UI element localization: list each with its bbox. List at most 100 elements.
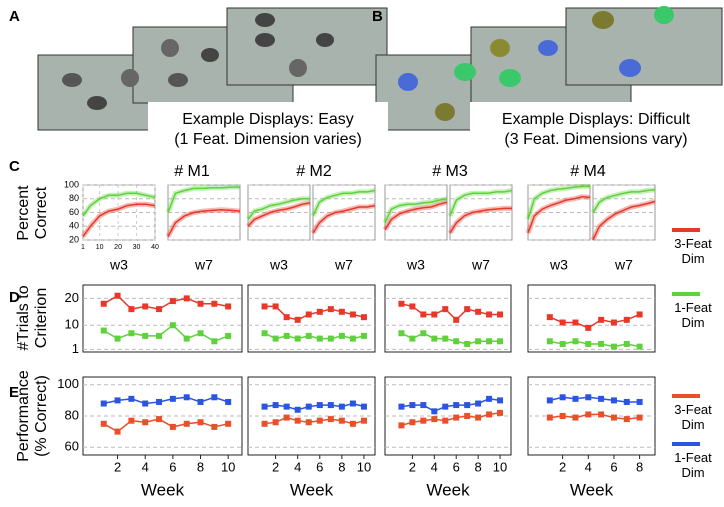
legend-label: 3-Feat Dim bbox=[674, 402, 712, 432]
caption-note: (3 Feat. Dimensions vary) bbox=[504, 131, 687, 148]
point bbox=[197, 330, 204, 337]
point bbox=[475, 400, 482, 407]
sub-label: w3 bbox=[549, 257, 568, 273]
monkey-title: # M2 bbox=[296, 163, 332, 180]
x-axis-label: Week bbox=[570, 480, 614, 499]
series-line bbox=[103, 294, 229, 310]
point bbox=[100, 327, 107, 334]
point bbox=[610, 397, 617, 404]
point bbox=[338, 417, 345, 424]
series-line bbox=[103, 324, 229, 343]
point bbox=[398, 403, 405, 410]
y-tick-label: 60 bbox=[65, 439, 79, 454]
point bbox=[142, 303, 149, 310]
sub-label: w3 bbox=[406, 257, 425, 273]
point bbox=[272, 303, 279, 310]
point bbox=[546, 338, 553, 345]
series-line bbox=[312, 189, 376, 217]
point bbox=[305, 403, 312, 410]
x-tick-label: 30 bbox=[133, 244, 141, 251]
point bbox=[142, 332, 149, 339]
point bbox=[349, 335, 356, 342]
x-tick-label: 10 bbox=[221, 459, 235, 474]
point bbox=[211, 300, 218, 307]
point bbox=[114, 428, 121, 435]
point bbox=[398, 300, 405, 307]
point bbox=[169, 395, 176, 402]
x-tick-label: 2 bbox=[559, 459, 566, 474]
point bbox=[142, 400, 149, 407]
series-band bbox=[590, 199, 656, 242]
point bbox=[409, 402, 416, 409]
series-line bbox=[401, 303, 500, 321]
point bbox=[610, 343, 617, 350]
panel-label: E bbox=[9, 384, 19, 401]
point bbox=[183, 295, 190, 302]
series-line bbox=[103, 418, 229, 433]
point bbox=[338, 308, 345, 315]
legend-label: 3-Feat Dim bbox=[674, 236, 712, 266]
x-tick-label: 6 bbox=[169, 459, 176, 474]
x-tick-label: 8 bbox=[338, 459, 345, 474]
point bbox=[225, 303, 232, 310]
point bbox=[360, 332, 367, 339]
x-tick-label: 6 bbox=[610, 459, 617, 474]
point bbox=[486, 311, 493, 318]
series-line bbox=[449, 189, 513, 217]
point bbox=[211, 394, 218, 401]
x-tick-label: 10 bbox=[96, 244, 104, 251]
panel-label: A bbox=[9, 8, 20, 25]
point bbox=[497, 397, 504, 404]
series-line bbox=[82, 203, 156, 238]
x-tick-label: 4 bbox=[431, 459, 438, 474]
point bbox=[559, 413, 566, 419]
point bbox=[585, 394, 592, 401]
point bbox=[211, 423, 218, 430]
sub-label: w3 bbox=[269, 257, 288, 273]
point bbox=[442, 335, 449, 342]
point bbox=[100, 400, 107, 407]
point bbox=[197, 398, 204, 405]
point bbox=[486, 395, 493, 402]
point bbox=[114, 292, 121, 299]
point bbox=[211, 338, 218, 345]
point bbox=[349, 420, 356, 427]
caption-box bbox=[148, 102, 388, 148]
y-tick-label: 100 bbox=[64, 179, 79, 189]
point bbox=[623, 398, 630, 405]
point bbox=[585, 340, 592, 347]
point bbox=[128, 395, 135, 402]
x-tick-label: 8 bbox=[636, 459, 643, 474]
point bbox=[305, 332, 312, 339]
point bbox=[636, 343, 643, 350]
point bbox=[316, 335, 323, 342]
x-tick-label: 1 bbox=[81, 244, 85, 251]
point bbox=[546, 314, 553, 321]
series-line bbox=[264, 332, 365, 340]
point bbox=[283, 314, 290, 321]
point bbox=[431, 408, 438, 415]
series-line bbox=[82, 192, 156, 217]
point bbox=[572, 414, 579, 421]
x-tick-label: 4 bbox=[142, 459, 149, 474]
point bbox=[398, 330, 405, 337]
legend-label: 1-Feat Dim bbox=[674, 300, 712, 330]
y-tick-label: 1 bbox=[72, 341, 79, 356]
panel-label: D bbox=[9, 289, 20, 306]
point bbox=[486, 411, 493, 418]
point bbox=[475, 308, 482, 315]
monkey-title: # M3 bbox=[432, 163, 468, 180]
point bbox=[169, 423, 176, 430]
series-line bbox=[401, 412, 501, 427]
point bbox=[431, 311, 438, 318]
plot-frame bbox=[384, 284, 512, 353]
series-band bbox=[165, 207, 241, 238]
point bbox=[453, 338, 460, 345]
x-tick-label: 2 bbox=[114, 459, 121, 474]
series-line bbox=[592, 200, 656, 241]
point bbox=[623, 416, 630, 423]
point bbox=[598, 411, 605, 418]
sub-label: w7 bbox=[334, 257, 353, 273]
point bbox=[420, 311, 427, 318]
point bbox=[572, 338, 579, 345]
